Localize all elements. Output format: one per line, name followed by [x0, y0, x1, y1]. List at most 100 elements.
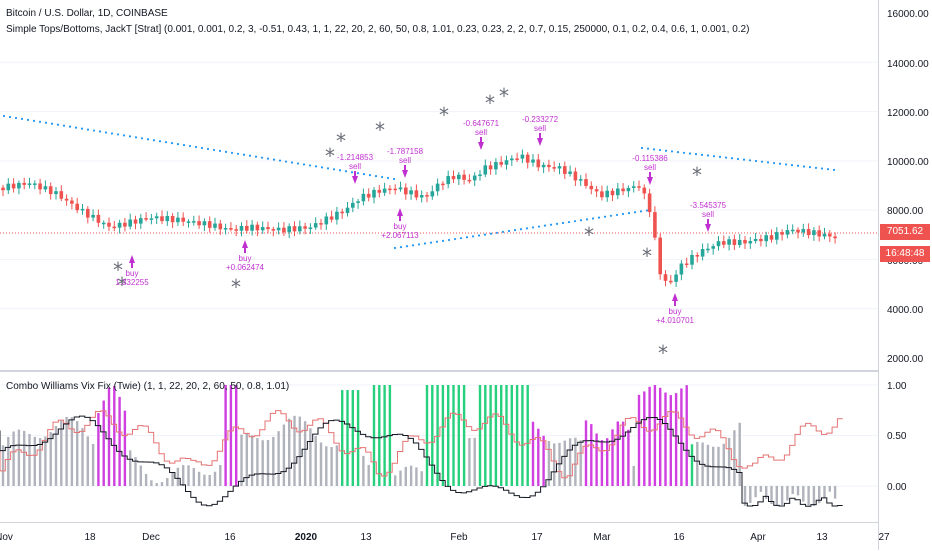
trend-dot	[507, 229, 511, 233]
candle	[160, 216, 164, 222]
indicator-pane[interactable]: Combo Williams Vix Fix (Twie) (1, 1, 22,…	[0, 372, 932, 522]
candle	[107, 222, 111, 227]
vix-fix-bar	[722, 443, 725, 486]
vix-fix-bar	[558, 442, 561, 486]
vix-fix-bar	[621, 421, 625, 486]
trend-dot	[633, 211, 637, 214]
vix-fix-bar	[86, 436, 89, 486]
trend-dot	[640, 146, 644, 150]
vix-fix-bar	[134, 457, 137, 486]
vix-fix-bar	[616, 421, 619, 486]
candle	[658, 237, 662, 275]
vix-fix-bar	[298, 416, 301, 486]
trend-dot	[68, 125, 72, 128]
trend-dot	[266, 157, 270, 160]
buy-label: buy	[394, 222, 407, 231]
candle	[494, 162, 498, 170]
time-tick: 18	[84, 532, 96, 543]
candle	[828, 233, 832, 237]
candle	[96, 214, 101, 223]
candle	[260, 227, 265, 231]
candle	[674, 274, 678, 282]
trend-dot	[501, 230, 505, 234]
candle	[139, 218, 143, 224]
candle	[515, 158, 519, 160]
candle	[117, 222, 122, 228]
symbol-legend[interactable]: Bitcoin / U.S. Dollar, 1D, COINBASE	[6, 8, 168, 19]
candle	[743, 239, 747, 244]
asterisk-marker: *	[375, 118, 385, 142]
candle	[647, 193, 652, 213]
trend-dot	[182, 143, 186, 147]
strategy-legend[interactable]: Simple Tops/Bottoms, JackT [Strat] (0.00…	[6, 24, 750, 35]
trend-dot	[326, 167, 330, 170]
indicator-tick: 0.00	[887, 482, 907, 493]
candle	[1, 187, 5, 191]
vix-fix-bar	[484, 385, 487, 486]
time-tick: Feb	[450, 532, 468, 543]
vix-fix-bar	[213, 471, 217, 486]
trend-dot	[20, 117, 24, 121]
vix-fix-bar	[807, 486, 810, 506]
vix-fix-bar	[250, 435, 254, 486]
price-chart-pane[interactable]: * * * * * * * * * * * * * buy 1.332255 buy +0.062474 sell…	[0, 0, 932, 370]
pane-divider[interactable]	[0, 370, 932, 372]
candle	[298, 226, 302, 232]
trend-dot	[314, 165, 318, 168]
vix-fix-bar	[441, 385, 445, 486]
candle	[525, 154, 530, 163]
time-tick: Apr	[750, 532, 766, 543]
vix-fix-bar	[648, 386, 651, 486]
trend-dot	[224, 150, 228, 153]
vix-fix-bar	[780, 486, 784, 505]
trend-dot	[447, 238, 451, 242]
vix-fix-bar	[500, 385, 503, 486]
candle	[303, 226, 307, 229]
candle	[785, 230, 790, 235]
trend-dot	[790, 163, 794, 167]
asterisk-marker: *	[499, 84, 509, 108]
candle	[223, 228, 228, 230]
vix-fix-bar	[319, 442, 323, 486]
vix-fix-bar	[457, 385, 460, 486]
indicator-canvas[interactable]	[0, 372, 878, 522]
trade-profit-label: -0.115386	[632, 154, 668, 163]
asterisk-marker: *	[117, 273, 127, 297]
candle	[144, 218, 148, 220]
indicator-legend[interactable]: Combo Williams Vix Fix (Twie) (1, 1, 22,…	[6, 381, 290, 392]
price-chart-canvas[interactable]: ** *** ** * *****buy1.332255buy+0.062474sell…	[0, 0, 878, 370]
vix-fix-bar	[277, 431, 280, 486]
candle	[663, 274, 668, 281]
sell-arrow	[647, 177, 653, 185]
vix-fix-bar	[717, 446, 720, 486]
candle	[637, 186, 641, 188]
candle	[594, 189, 599, 192]
sell-arrow	[705, 224, 711, 232]
candle	[419, 195, 424, 198]
candle	[54, 191, 58, 195]
trend-dot	[579, 219, 583, 222]
candle	[573, 171, 578, 181]
trend-dot	[796, 164, 800, 167]
vix-fix-bar	[447, 385, 450, 486]
vix-fix-bar	[144, 473, 148, 486]
vix-fix-bar	[553, 443, 556, 486]
candle	[255, 224, 260, 231]
trend-dot	[820, 167, 824, 170]
candle	[17, 182, 21, 189]
buy-arrow	[242, 240, 248, 248]
candle	[510, 158, 514, 161]
vix-fix-bar	[272, 436, 275, 486]
candle	[462, 174, 466, 180]
trend-dot	[362, 173, 366, 176]
vix-fix-bar	[171, 472, 174, 486]
time-axis[interactable]: Nov 18 Dec 16 2020 13 Feb 17 Mar 16 Apr …	[0, 522, 890, 551]
trend-dot	[700, 153, 704, 156]
price-axis[interactable]: 16000.00 14000.00 12000.00 10000.00 8000…	[878, 0, 932, 550]
trend-dot	[56, 123, 60, 126]
candle	[393, 188, 397, 191]
candle	[716, 241, 721, 247]
trend-dot	[128, 135, 132, 138]
trend-dot	[278, 159, 282, 162]
vix-fix-bar	[828, 486, 831, 492]
